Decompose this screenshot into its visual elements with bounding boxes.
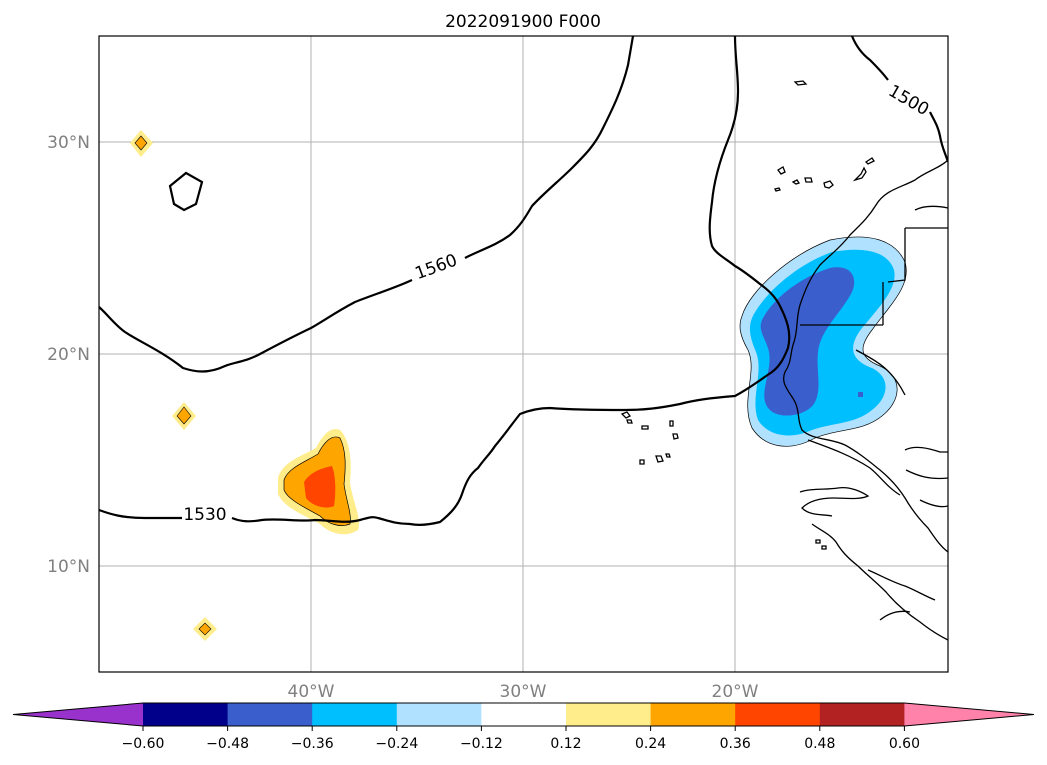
longitude-labels: 40°W 30°W 20°W	[288, 682, 759, 702]
colorbar-extend-max	[904, 703, 1034, 726]
colorbar-tick-label: 0.48	[804, 736, 835, 752]
colorbar-tick-label: 0.24	[635, 736, 666, 752]
coastlines	[620, 80, 948, 641]
lat-label-10n: 10°N	[47, 557, 90, 577]
colorbar-extend-min	[13, 703, 143, 726]
colorbar-tick-label: −0.48	[206, 736, 249, 752]
colorbar-segment	[650, 703, 736, 726]
latitude-labels: 30°N 20°N 10°N	[47, 133, 90, 577]
colorbar-tick-label: 0.60	[889, 736, 920, 752]
colorbar-segment	[396, 703, 482, 726]
colorbar-segment	[143, 703, 229, 726]
colorbar: −0.60 −0.48 −0.36 −0.24 −0.12 0.12 0.24 0.36 0.4…	[12, 702, 1035, 752]
colorbar-tick-label: −0.60	[122, 736, 165, 752]
map-frame	[98, 35, 949, 673]
positive-anomaly-regions	[130, 130, 359, 641]
colorbar-segment	[227, 703, 313, 726]
colorbar-segment	[819, 703, 905, 726]
lon-label-40w: 40°W	[288, 682, 335, 702]
contour-lines	[99, 36, 948, 526]
colorbar-tick-label: −0.36	[291, 736, 334, 752]
colorbar-tick-label: 0.12	[550, 736, 581, 752]
chart-title: 2022091900 F000	[445, 12, 601, 32]
colorbar-segment	[735, 703, 821, 726]
contour-label-1530: 1530	[183, 505, 226, 525]
lon-label-30w: 30°W	[500, 682, 547, 702]
colorbar-segment	[566, 703, 652, 726]
colorbar-tick-label: −0.12	[460, 736, 503, 752]
lat-label-30n: 30°N	[47, 133, 90, 153]
colorbar-segment	[481, 703, 567, 726]
colorbar-tick-label: 0.36	[720, 736, 751, 752]
colorbar-tick-label: −0.24	[375, 736, 418, 752]
lon-label-20w: 20°W	[712, 682, 759, 702]
lat-label-20n: 20°N	[47, 345, 90, 365]
colorbar-segment	[312, 703, 398, 726]
gridlines	[99, 36, 948, 672]
